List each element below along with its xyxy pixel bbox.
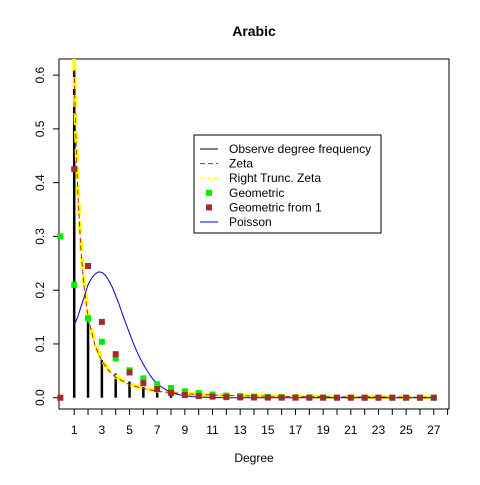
x-tick-label: 11 [206, 423, 219, 437]
x-tick-label: 1 [71, 423, 78, 437]
x-tick-label: 25 [399, 423, 413, 437]
geometric-from-1-point [306, 394, 313, 401]
y-tick-label: 0.3 [33, 228, 47, 245]
geometric-from-1-point [195, 393, 202, 400]
y-tick-label: 0.4 [33, 174, 47, 191]
geometric-from-1-point [333, 394, 340, 401]
geometric-from-1-point [168, 389, 175, 396]
chart-title: Arabic [232, 23, 276, 39]
geometric-point [195, 389, 202, 396]
x-tick-label: 21 [344, 423, 358, 437]
geometric-point [71, 281, 78, 288]
series-layer [57, 58, 437, 401]
x-tick-label: 15 [261, 423, 275, 437]
x-tick-label: 27 [427, 423, 441, 437]
geometric-from-1-point [237, 394, 244, 401]
geometric-point [140, 375, 147, 382]
geometric-from-1-point [223, 394, 230, 401]
geometric-from-1-point [430, 394, 437, 401]
geometric-from-1-point [209, 393, 216, 400]
legend-label: Poisson [229, 215, 272, 229]
x-tick-label: 5 [126, 423, 133, 437]
geometric-point [181, 388, 188, 395]
legend-label: Right Trunc. Zeta [229, 171, 321, 185]
y-tick-label: 0.5 [33, 120, 47, 137]
legend-swatch [206, 189, 212, 196]
legend-box [193, 134, 382, 234]
x-tick-label: 3 [99, 423, 106, 437]
geometric-from-1-point [85, 262, 92, 269]
geometric-point [168, 385, 175, 392]
legend-label: Observe degree frequency [229, 142, 371, 156]
geometric-from-1-point [389, 394, 396, 401]
x-tick-label: 23 [372, 423, 386, 437]
x-tick-label: 13 [233, 423, 247, 437]
geometric-from-1-point [140, 380, 147, 387]
geometric-from-1-point [112, 351, 119, 358]
geometric-from-1-point [264, 394, 271, 401]
axes-group: 1 3 5 7 9 11 13 15 17 19 21 23 25 270.00.10.20.30.40.… [33, 66, 449, 437]
geometric-from-1-point [126, 369, 133, 376]
geometric-from-1-point [98, 318, 105, 325]
y-tick-label: 0.6 [33, 66, 47, 83]
x-tick-label: 9 [182, 423, 189, 437]
x-axis-title: Degree [234, 451, 274, 465]
geometric-from-1-point [347, 394, 354, 401]
geometric-from-1-point [278, 394, 285, 401]
geometric-from-1-point [57, 394, 64, 401]
y-tick-label: 0.0 [33, 389, 47, 406]
geometric-from-1-point [375, 394, 382, 401]
x-tick-label: 19 [316, 423, 330, 437]
geometric-from-1-point-group [57, 166, 437, 401]
geometric-from-1-point [320, 394, 327, 401]
geometric-point [85, 315, 92, 322]
x-tick-label: 17 [289, 423, 303, 437]
legend-label: Zeta [229, 157, 253, 171]
geometric-from-1-point [416, 394, 423, 401]
geometric-point [98, 338, 105, 345]
legend-label: Geometric from 1 [229, 200, 322, 214]
y-tick-label: 0.1 [33, 335, 47, 352]
legend-swatch [206, 204, 212, 211]
geometric-from-1-point [292, 394, 299, 401]
legend-label: Geometric [229, 186, 284, 200]
geometric-point [112, 355, 119, 362]
geometric-point [154, 381, 161, 388]
y-tick-label: 0.2 [33, 282, 47, 299]
geometric-from-1-point [181, 392, 188, 399]
series-zeta [73, 69, 434, 398]
geometric-from-1-point [403, 394, 410, 401]
x-tick-label: 7 [154, 423, 161, 437]
geometric-from-1-point [361, 394, 368, 401]
geometric-from-1-point [251, 394, 257, 401]
geometric-from-1-point [71, 166, 78, 173]
geometric-from-1-point [154, 386, 161, 393]
geometric-point [57, 233, 64, 240]
